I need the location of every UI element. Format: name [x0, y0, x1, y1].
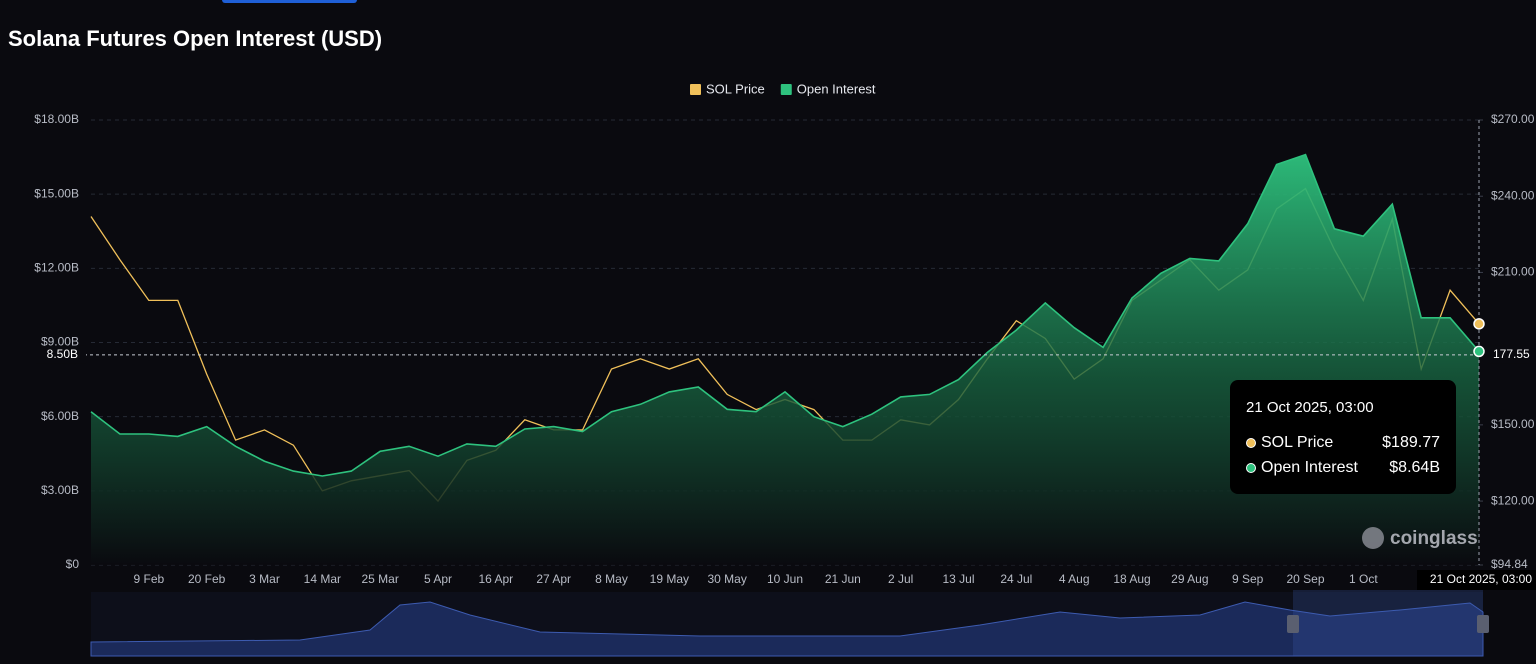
tooltip-series-name: Open Interest: [1261, 459, 1359, 476]
x-tick-label: 2 Jul: [888, 572, 913, 586]
x-tick-label: 20 Feb: [188, 572, 226, 586]
y2-tick-label: $120.00: [1491, 493, 1535, 507]
x-tick-label: 1 Oct: [1349, 572, 1378, 586]
tooltip-value: $189.77: [1382, 434, 1440, 451]
x-tick-label: 30 May: [707, 572, 746, 586]
y-tick-label: $18.00B: [34, 112, 79, 126]
navigator-handle[interactable]: [1287, 615, 1299, 633]
x-tick-label: 27 Apr: [536, 572, 571, 586]
legend-swatch: [690, 84, 701, 95]
x-tick-label: 10 Jun: [767, 572, 803, 586]
y2-tick-label: $270.00: [1491, 112, 1535, 126]
grid: $0 $3.00B $6.00B $9.00B $12.00B $15.00B $18.00…: [34, 112, 1534, 586]
x-tick-label: 29 Aug: [1171, 572, 1208, 586]
x-tick-label: 13 Jul: [942, 572, 974, 586]
tooltip-box: [1230, 380, 1456, 494]
x-tick-label: 21 Jun: [825, 572, 861, 586]
y-tick-label: $12.00B: [34, 261, 79, 275]
hover-dot: [1473, 345, 1485, 358]
navigator: [90, 590, 1489, 657]
y-tick-label: $6.00B: [41, 409, 79, 423]
navigator-selection[interactable]: [1293, 590, 1483, 656]
y-tick-label: $15.00B: [34, 186, 79, 200]
crosshair-x-box: [1417, 570, 1536, 590]
watermark: coinglass: [1390, 528, 1478, 549]
legend-label[interactable]: SOL Price: [706, 81, 765, 96]
x-tick-label: 25 Mar: [361, 572, 398, 586]
crosshair-y2-box: [1487, 345, 1535, 364]
x-tick-label: 9 Sep: [1232, 572, 1264, 586]
watermark-icon: [1362, 527, 1384, 549]
x-tick-label: 4 Aug: [1059, 572, 1090, 586]
y2-tick-label: $240.00: [1491, 188, 1535, 202]
oi-area: [91, 154, 1479, 565]
x-tick-label: 14 Mar: [304, 572, 341, 586]
top-button[interactable]: [222, 0, 357, 3]
overlay: 8.50B 177.55 21 Oct 2025, 03:00 21 Oct 2025…: [36, 120, 1536, 590]
x-tick-label: 5 Apr: [424, 572, 452, 586]
y2-tick-label: $150.00: [1491, 417, 1535, 431]
x-tick-label: 24 Jul: [1000, 572, 1032, 586]
y-tick-label: $0: [66, 557, 80, 571]
hover-dot: [1473, 318, 1485, 330]
y2-tick-label: $94.84: [1491, 557, 1528, 571]
x-tick-label: 3 Mar: [249, 572, 280, 586]
crosshair-y-label: 8.50B: [47, 347, 78, 361]
navigator-area: [90, 601, 1484, 657]
tooltip-title: 21 Oct 2025, 03:00: [1246, 399, 1374, 416]
tooltip-value: $8.64B: [1389, 459, 1440, 476]
plot: SOL Price Open Interest: [90, 81, 1480, 565]
x-tick-label: 9 Feb: [133, 572, 164, 586]
tooltip-dot: [1246, 463, 1256, 473]
navigator-handle[interactable]: [1477, 615, 1489, 633]
tooltip-dot: [1246, 438, 1256, 448]
y-tick-label: $9.00B: [41, 335, 79, 349]
legend-swatch: [780, 84, 792, 95]
crosshair-y-box: [36, 345, 86, 364]
crosshair-y2-label: 177.55: [1493, 347, 1530, 361]
y-tick-label: $3.00B: [41, 483, 79, 497]
x-tick-label: 16 Apr: [478, 572, 513, 586]
x-tick-label: 20 Sep: [1286, 572, 1324, 586]
x-tick-label: 19 May: [650, 572, 689, 586]
legend-label[interactable]: Open Interest: [797, 81, 876, 96]
chart-title: Solana Futures Open Interest (USD): [8, 26, 382, 51]
crosshair-x-label: 21 Oct 2025, 03:00: [1430, 572, 1532, 586]
tooltip-series-name: SOL Price: [1261, 434, 1333, 451]
x-tick-label: 18 Aug: [1113, 572, 1150, 586]
x-tick-label: 8 May: [595, 572, 628, 586]
y2-tick-label: $210.00: [1491, 265, 1535, 279]
oi-line: [90, 153, 1480, 477]
